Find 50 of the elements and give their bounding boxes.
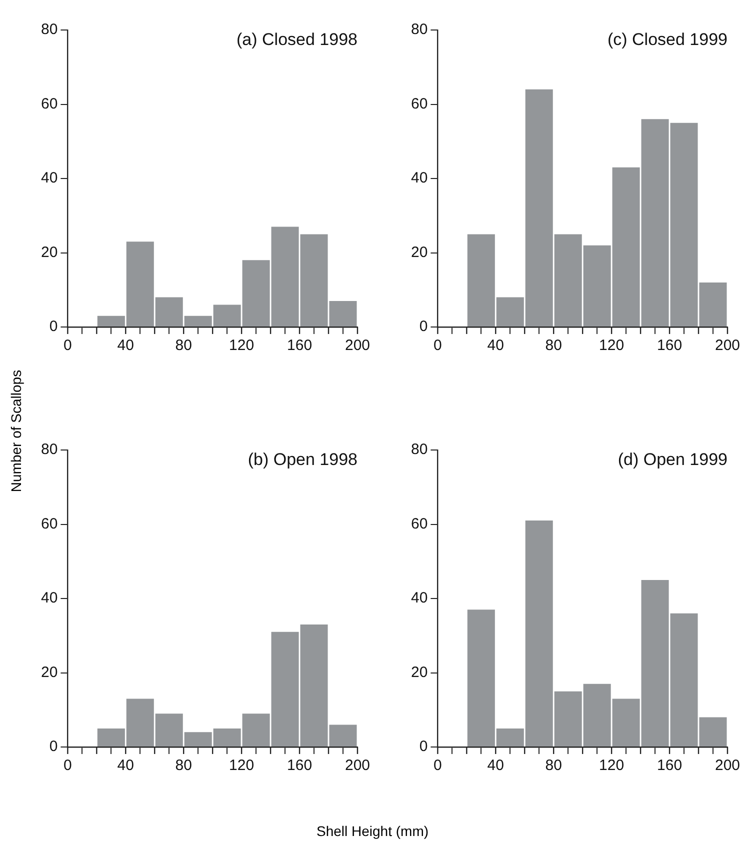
x-tick-label: 0 [64, 757, 72, 774]
chart-title: (b) Open 1998 [248, 450, 358, 470]
x-tick-label: 200 [714, 337, 740, 354]
x-tick-label: 160 [657, 757, 682, 774]
y-tick-label: 0 [419, 318, 428, 336]
chart-title: (a) Closed 1998 [236, 30, 358, 50]
y-tick-label: 0 [49, 738, 58, 756]
x-tick-label: 0 [64, 337, 72, 354]
y-tick-label: 80 [410, 21, 428, 38]
y-tick-label: 80 [40, 21, 58, 38]
y-tick-label: 40 [40, 170, 58, 187]
x-tick-label: 160 [287, 337, 312, 354]
y-tick-label: 80 [40, 441, 58, 458]
y-tick-label: 60 [410, 95, 428, 112]
y-tick-label: 20 [40, 664, 58, 681]
y-tick-label: 40 [410, 590, 428, 607]
chart-title: (d) Open 1999 [618, 450, 728, 470]
y-axis-title: Number of Scallops [8, 368, 24, 494]
y-tick-label: 60 [40, 515, 58, 532]
x-tick-label: 80 [175, 757, 192, 774]
x-tick-label: 200 [344, 757, 370, 774]
x-tick-label: 40 [117, 757, 134, 774]
x-tick-label: 80 [175, 337, 192, 354]
y-tick-label: 20 [410, 664, 428, 681]
x-axis-title: Shell Height (mm) [315, 823, 430, 839]
x-tick-label: 120 [599, 757, 624, 774]
x-tick-label: 120 [229, 337, 254, 354]
y-tick-label: 0 [49, 318, 58, 336]
y-tick-label: 20 [410, 244, 428, 261]
y-tick-label: 80 [410, 441, 428, 458]
chart-title: (c) Closed 1999 [607, 30, 728, 50]
x-tick-label: 160 [657, 337, 682, 354]
y-tick-label: 40 [410, 170, 428, 187]
x-tick-label: 0 [434, 337, 442, 354]
x-tick-label: 80 [545, 337, 562, 354]
x-tick-label: 120 [229, 757, 254, 774]
x-tick-label: 40 [487, 757, 504, 774]
y-tick-label: 60 [410, 515, 428, 532]
x-tick-label: 0 [434, 757, 442, 774]
x-tick-label: 200 [714, 757, 740, 774]
y-tick-label: 60 [40, 95, 58, 112]
y-tick-label: 0 [419, 738, 428, 756]
x-tick-label: 120 [599, 337, 624, 354]
y-tick-label: 40 [40, 590, 58, 607]
x-tick-label: 160 [287, 757, 312, 774]
y-tick-label: 20 [40, 244, 58, 261]
x-tick-label: 40 [117, 337, 134, 354]
x-tick-label: 40 [487, 337, 504, 354]
x-tick-label: 200 [344, 337, 370, 354]
x-tick-label: 80 [545, 757, 562, 774]
